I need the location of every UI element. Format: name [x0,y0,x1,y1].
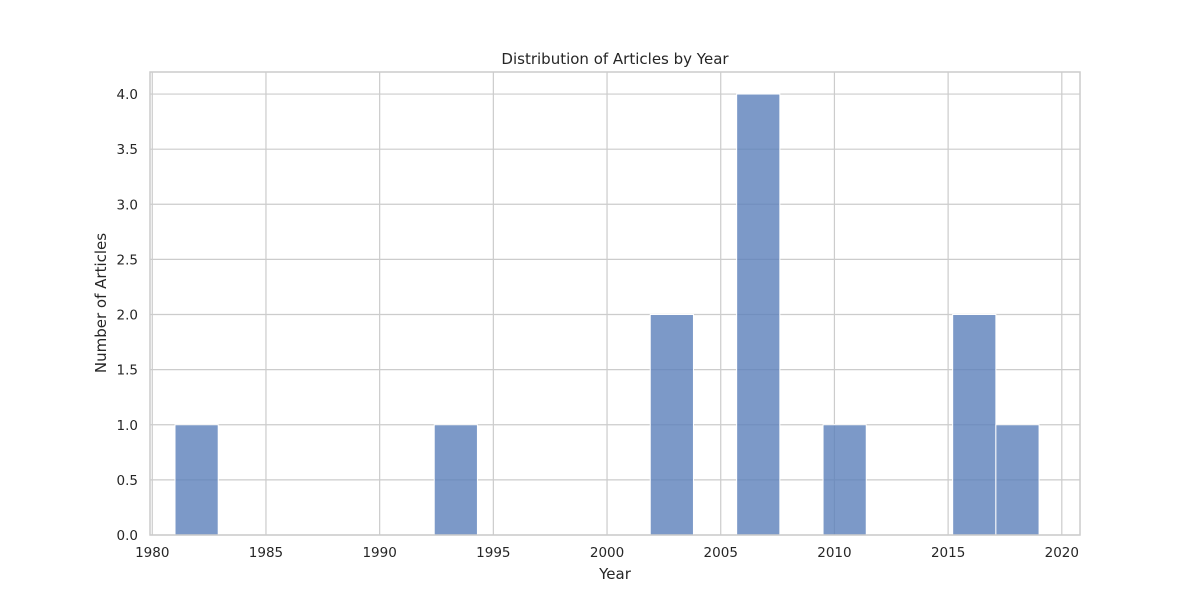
x-tick-label: 2020 [1045,545,1079,561]
bars-group [174,93,1040,536]
y-axis-label: Number of Articles [92,233,110,373]
histogram-bar [649,314,694,536]
y-tick-label: 2.0 [117,308,138,324]
x-tick-label: 1995 [476,545,510,561]
x-axis-label: Year [598,565,632,583]
y-tick-label: 0.5 [117,473,138,489]
histogram-bar [822,424,867,536]
x-tick-label: 1980 [135,545,169,561]
histogram-bar [174,424,219,536]
x-tick-label: 1985 [249,545,283,561]
y-tick-label: 4.0 [117,87,138,103]
grid-lines [150,72,1080,536]
histogram-bar [952,314,997,536]
x-tick-label: 2000 [590,545,624,561]
x-tick-label: 2005 [704,545,738,561]
y-tick-label: 2.5 [117,252,138,268]
y-tick-labels: 0.0 0.5 1.0 1.5 2.0 2.5 3.0 3.5 4.0 [117,87,138,544]
plot-frame [149,71,1081,536]
chart-title: Distribution of Articles by Year [501,50,729,68]
y-tick-label: 0.0 [117,528,138,544]
histogram-bar [995,424,1040,536]
y-tick-label: 3.5 [117,142,138,158]
y-tick-label: 3.0 [117,197,138,213]
histogram-bar [433,424,478,536]
x-tick-label: 1990 [362,545,396,561]
x-tick-label: 2010 [817,545,851,561]
y-tick-label: 1.0 [117,418,138,434]
histogram-bar [736,93,781,536]
y-tick-label: 1.5 [117,363,138,379]
x-tick-labels: 1980 1985 1990 1995 2000 2005 2010 2015 2020 [135,545,1079,561]
x-tick-label: 2015 [931,545,965,561]
